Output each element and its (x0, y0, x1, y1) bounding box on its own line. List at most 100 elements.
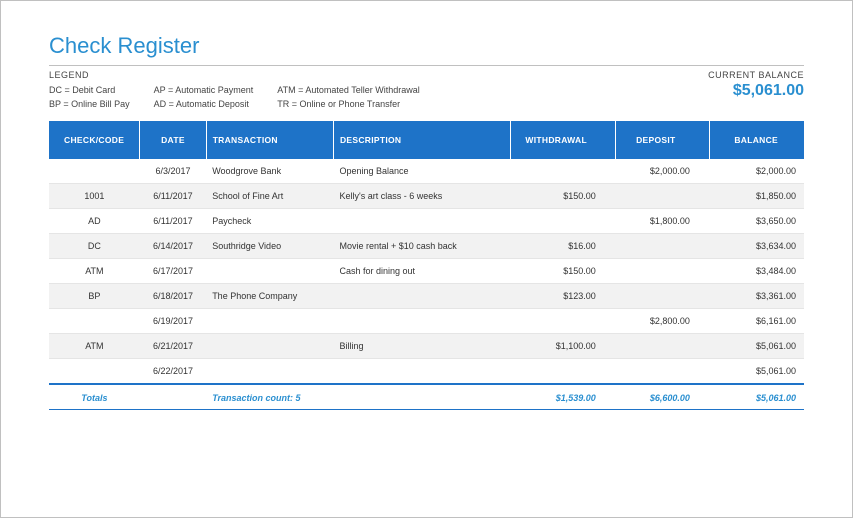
legend-item: ATM = Automated Teller Withdrawal (277, 84, 419, 98)
legend-col-3: ATM = Automated Teller Withdrawal TR = O… (277, 84, 419, 111)
table-row: ATM6/21/2017 Billing$1,100.00 $5,061.00 (49, 334, 804, 359)
table-row: 6/3/2017Woodgrove BankOpening Balance $2,… (49, 159, 804, 184)
legend-item: TR = Online or Phone Transfer (277, 98, 419, 112)
cell-withdrawal: $150.00 (511, 184, 616, 209)
cell-deposit (616, 234, 710, 259)
cell-transaction (206, 359, 333, 385)
cell-deposit (616, 334, 710, 359)
cell-deposit: $1,800.00 (616, 209, 710, 234)
cell-code (49, 309, 140, 334)
cell-date: 6/11/2017 (140, 209, 206, 234)
cell-code: 1001 (49, 184, 140, 209)
cell-description: Opening Balance (333, 159, 510, 184)
cell-balance: $3,634.00 (710, 234, 804, 259)
cell-withdrawal (511, 159, 616, 184)
legend-item: DC = Debit Card (49, 84, 130, 98)
cell-description (333, 309, 510, 334)
legend-heading: LEGEND (49, 70, 420, 80)
totals-label: Totals (49, 384, 140, 410)
header-row: LEGEND DC = Debit Card BP = Online Bill … (49, 70, 804, 111)
table-row: 6/22/2017 $5,061.00 (49, 359, 804, 385)
cell-description: Movie rental + $10 cash back (333, 234, 510, 259)
cell-withdrawal: $150.00 (511, 259, 616, 284)
cell-date: 6/22/2017 (140, 359, 206, 385)
totals-balance: $5,061.00 (710, 384, 804, 410)
balance-heading: CURRENT BALANCE (708, 70, 804, 80)
cell-transaction: The Phone Company (206, 284, 333, 309)
legend-block: LEGEND DC = Debit Card BP = Online Bill … (49, 70, 420, 111)
cell-balance: $3,361.00 (710, 284, 804, 309)
cell-description (333, 359, 510, 385)
cell-balance: $1,850.00 (710, 184, 804, 209)
cell-withdrawal (511, 209, 616, 234)
cell-description: Kelly's art class - 6 weeks (333, 184, 510, 209)
col-balance: BALANCE (710, 121, 804, 159)
cell-code: AD (49, 209, 140, 234)
cell-balance: $5,061.00 (710, 359, 804, 385)
balance-amount: $5,061.00 (708, 82, 804, 100)
col-description: DESCRIPTION (333, 121, 510, 159)
cell-date: 6/19/2017 (140, 309, 206, 334)
cell-withdrawal (511, 359, 616, 385)
cell-withdrawal: $1,100.00 (511, 334, 616, 359)
cell-description (333, 284, 510, 309)
col-withdrawal: WITHDRAWAL (511, 121, 616, 159)
cell-withdrawal: $123.00 (511, 284, 616, 309)
cell-transaction: School of Fine Art (206, 184, 333, 209)
cell-date: 6/14/2017 (140, 234, 206, 259)
legend-col-1: DC = Debit Card BP = Online Bill Pay (49, 84, 130, 111)
cell-date: 6/17/2017 (140, 259, 206, 284)
cell-transaction: Southridge Video (206, 234, 333, 259)
col-date: DATE (140, 121, 206, 159)
cell-transaction (206, 309, 333, 334)
cell-balance: $5,061.00 (710, 334, 804, 359)
transaction-count: Transaction count: 5 (206, 384, 510, 410)
cell-deposit (616, 359, 710, 385)
cell-balance: $2,000.00 (710, 159, 804, 184)
cell-balance: $6,161.00 (710, 309, 804, 334)
cell-transaction: Woodgrove Bank (206, 159, 333, 184)
cell-withdrawal: $16.00 (511, 234, 616, 259)
cell-description: Billing (333, 334, 510, 359)
cell-date: 6/3/2017 (140, 159, 206, 184)
cell-withdrawal (511, 309, 616, 334)
totals-deposit: $6,600.00 (616, 384, 710, 410)
cell-code: BP (49, 284, 140, 309)
cell-description (333, 209, 510, 234)
col-deposit: DEPOSIT (616, 121, 710, 159)
table-row: 6/19/2017 $2,800.00$6,161.00 (49, 309, 804, 334)
cell-code (49, 159, 140, 184)
table-row: AD6/11/2017Paycheck $1,800.00$3,650.00 (49, 209, 804, 234)
cell-description: Cash for dining out (333, 259, 510, 284)
col-transaction: TRANSACTION (206, 121, 333, 159)
divider (49, 65, 804, 66)
cell-balance: $3,650.00 (710, 209, 804, 234)
cell-date: 6/21/2017 (140, 334, 206, 359)
table-row: 10016/11/2017School of Fine ArtKelly's a… (49, 184, 804, 209)
table-row: ATM6/17/2017Cash for dining out$150.00$3… (49, 259, 804, 284)
page-title: Check Register (49, 33, 804, 59)
cell-transaction (206, 334, 333, 359)
legend-body: DC = Debit Card BP = Online Bill Pay AP … (49, 84, 420, 111)
totals-row: Totals Transaction count: 5 $1,539.00 $6… (49, 384, 804, 410)
legend-item: AD = Automatic Deposit (154, 98, 254, 112)
cell-deposit (616, 259, 710, 284)
legend-item: BP = Online Bill Pay (49, 98, 130, 112)
legend-col-2: AP = Automatic Payment AD = Automatic De… (154, 84, 254, 111)
table-row: DC6/14/2017Southridge VideoMovie rental … (49, 234, 804, 259)
cell-code (49, 359, 140, 385)
table-body: 6/3/2017Woodgrove BankOpening Balance $2,… (49, 159, 804, 384)
cell-deposit (616, 184, 710, 209)
totals-withdrawal: $1,539.00 (511, 384, 616, 410)
cell-code: ATM (49, 334, 140, 359)
table-header-row: CHECK/CODE DATE TRANSACTION DESCRIPTION … (49, 121, 804, 159)
legend-item: AP = Automatic Payment (154, 84, 254, 98)
cell-deposit: $2,800.00 (616, 309, 710, 334)
balance-block: CURRENT BALANCE $5,061.00 (708, 70, 804, 111)
cell-date: 6/11/2017 (140, 184, 206, 209)
cell-deposit (616, 284, 710, 309)
cell-transaction: Paycheck (206, 209, 333, 234)
register-table: CHECK/CODE DATE TRANSACTION DESCRIPTION … (49, 121, 804, 410)
table-row: BP6/18/2017The Phone Company$123.00$3,36… (49, 284, 804, 309)
cell-code: DC (49, 234, 140, 259)
